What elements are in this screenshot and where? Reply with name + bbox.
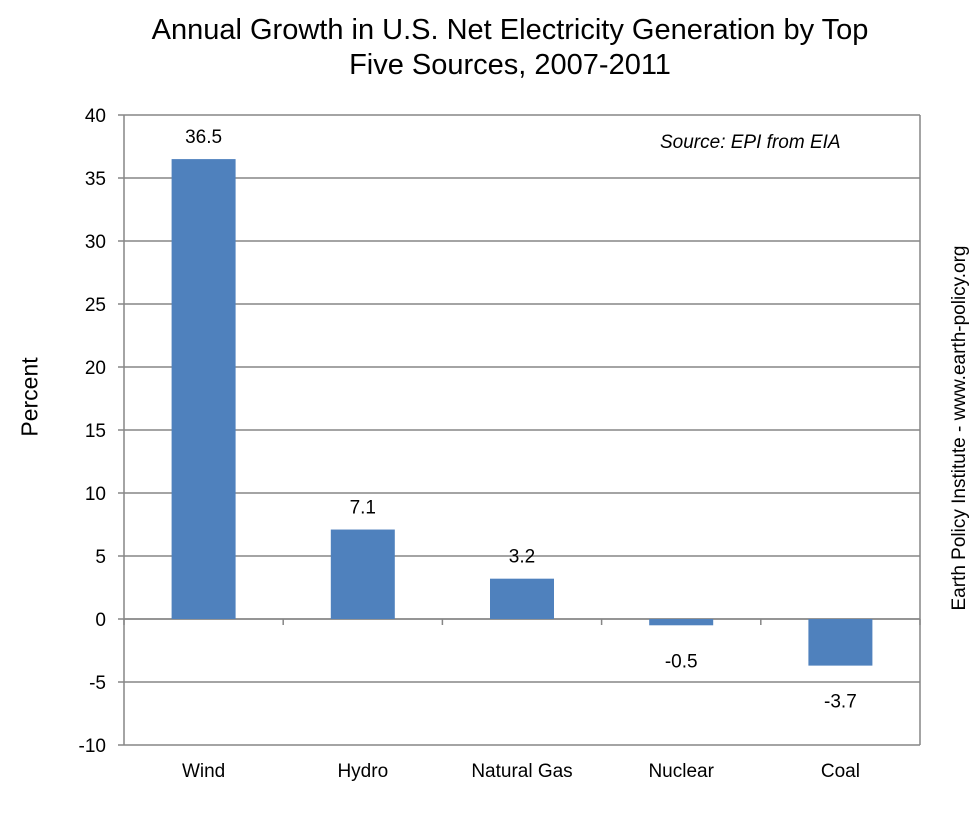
x-category-label: Coal [821, 761, 860, 782]
source-annotation: Source: EPI from EIA [660, 132, 841, 153]
bar-natural-gas [490, 578, 554, 619]
data-label: 3.2 [509, 547, 535, 568]
bar-nuclear [649, 619, 714, 626]
data-label: 36.5 [185, 127, 222, 148]
y-tick-label: 0 [95, 610, 106, 631]
data-label: -0.5 [665, 651, 698, 672]
x-category-label: Nuclear [648, 761, 714, 782]
x-category-label: Natural Gas [471, 761, 572, 782]
y-tick-label: 30 [85, 232, 106, 253]
y-tick-label: 5 [95, 547, 106, 568]
data-label: -3.7 [824, 692, 857, 713]
x-category-label: Hydro [337, 761, 388, 782]
y-tick-label: 10 [85, 484, 106, 505]
bar-wind [171, 159, 236, 619]
y-tick-label: -10 [79, 736, 106, 757]
y-tick-label: 15 [85, 421, 106, 442]
y-tick-label: 25 [85, 295, 106, 316]
chart-title-line-1: Annual Growth in U.S. Net Electricity Ge… [151, 14, 869, 46]
bar-coal [808, 619, 873, 666]
x-category-label: Wind [182, 761, 225, 782]
y-tick-label: 20 [85, 358, 106, 379]
bar-hydro [330, 529, 395, 619]
y-tick-label: -5 [89, 673, 106, 694]
data-label: 7.1 [350, 498, 376, 519]
y-tick-label: 35 [85, 169, 106, 190]
chart-title-line-2: Five Sources, 2007-2011 [349, 49, 671, 81]
y-tick-label: 40 [85, 106, 106, 127]
